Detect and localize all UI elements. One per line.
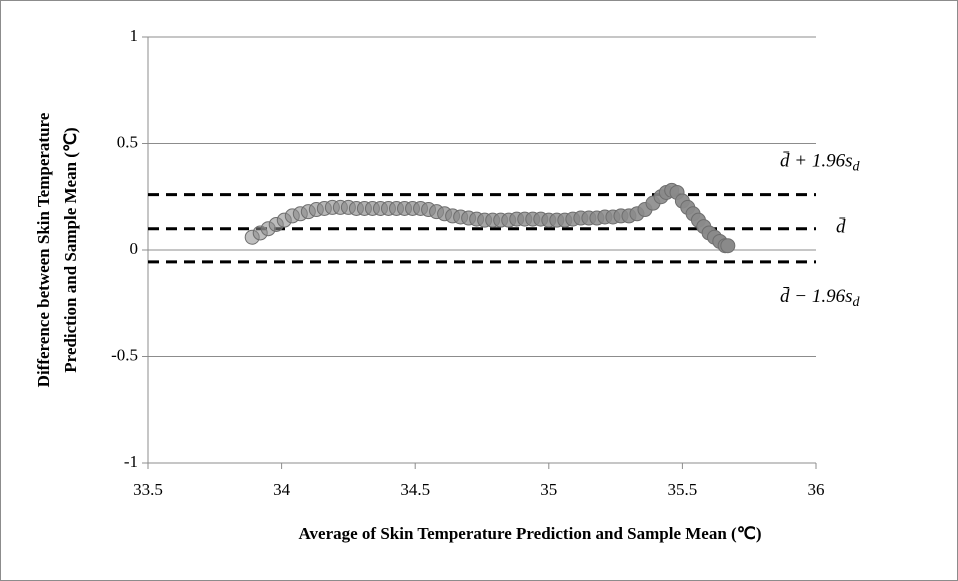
y-axis-label: Difference between Skin Temperature	[34, 112, 53, 387]
x-tick-label: 36	[808, 480, 825, 499]
y-tick-label: -1	[124, 452, 138, 471]
y-tick-label: 1	[130, 26, 139, 45]
x-tick-label: 34	[273, 480, 291, 499]
x-axis-label: Average of Skin Temperature Prediction a…	[299, 524, 762, 543]
y-tick-label: 0	[130, 239, 139, 258]
reference-label: d̄	[836, 217, 846, 238]
x-tick-label: 35.5	[668, 480, 698, 499]
reference-label-main: d̄ + 1.96s	[780, 151, 852, 172]
reference-label-main: d̄	[836, 217, 846, 238]
reference-label-sub: d	[852, 295, 860, 310]
x-tick-label: 33.5	[133, 480, 163, 499]
reference-label: d̄ + 1.96sd	[780, 151, 860, 175]
x-tick-label: 34.5	[400, 480, 430, 499]
reference-label-sub: d	[852, 160, 860, 175]
y-tick-label: -0.5	[111, 345, 138, 364]
reference-label: d̄ − 1.96sd	[780, 286, 860, 310]
data-point	[720, 238, 736, 254]
y-tick-label: 0.5	[117, 132, 138, 151]
x-tick-label: 35	[540, 480, 557, 499]
y-axis-label: Prediction and Sample Mean (℃)	[61, 127, 80, 372]
reference-label-main: d̄ − 1.96s	[780, 286, 852, 307]
